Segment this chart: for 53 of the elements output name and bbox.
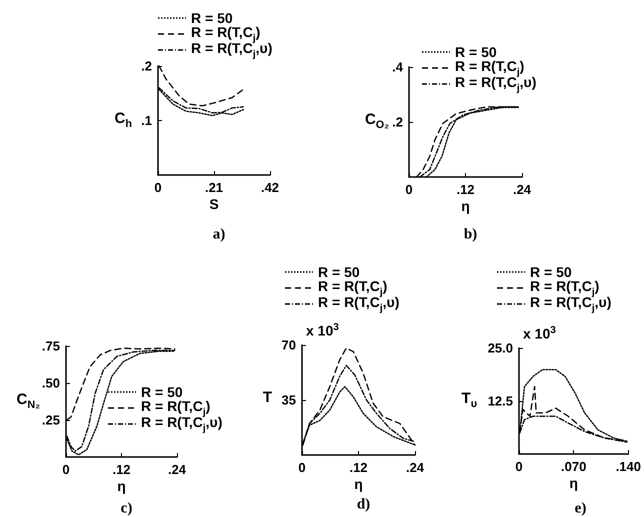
y-tick-label: 12.5 (488, 394, 513, 408)
y-tick-label: .2 (392, 114, 403, 130)
text: d) (356, 496, 370, 512)
x-tick-label: .42 (260, 180, 280, 195)
y-axis-title: C$_{h}$ (114, 110, 132, 130)
x-tick-label: .12 (112, 462, 131, 477)
x-axis-title: η (354, 476, 363, 492)
x-tick-label: .12 (456, 182, 475, 197)
x-tick-label: 0 (298, 460, 306, 475)
x-axis-title: S (209, 196, 219, 212)
y-tick-label: 35 (282, 392, 296, 408)
y-tick-label: .25 (42, 412, 60, 428)
y-tick-label: .1 (141, 113, 152, 128)
legend-label: R = 50 (141, 384, 183, 400)
y-tick-label: 25.0 (488, 340, 513, 356)
x-tick-label: 0 (154, 180, 162, 195)
y-tick-label: .50 (42, 376, 60, 390)
legend-label: R = R(T,C$_{j}$) (191, 24, 260, 44)
legend-label: R = 50 (455, 44, 497, 60)
text: x 10$^{3}$ (523, 325, 556, 342)
legend-label: R = 50 (530, 264, 572, 280)
text: c) (120, 500, 132, 516)
x-tick-label: .24 (168, 462, 187, 477)
y-axis-title: C$_{N₂}$ (16, 390, 40, 410)
text: a) (212, 226, 226, 242)
text: x 10$^{3}$ (306, 322, 339, 339)
x-tick-label: .140 (616, 459, 642, 474)
x-tick-label: .24 (406, 460, 425, 475)
text: e) (574, 500, 586, 516)
x-tick-label: .24 (512, 182, 532, 197)
y-axis-title: C$_{O₂}$ (364, 111, 389, 131)
y-tick-label: .4 (392, 60, 404, 74)
y-tick-label: .2 (141, 58, 152, 74)
legend-label: R = R(T,C$_{j}$) (455, 58, 524, 78)
x-axis-title: η (117, 478, 126, 494)
y-tick-label: .75 (42, 338, 60, 354)
x-tick-label: .12 (349, 460, 368, 475)
x-tick-label: .070 (561, 459, 586, 474)
legend-label: R = R(T,C$_{j}$) (530, 278, 600, 298)
text: b) (464, 226, 478, 242)
legend-label: R = 50 (318, 264, 360, 280)
x-axis-title: η (569, 475, 578, 491)
y-axis-title: T$_{υ}$ (462, 390, 477, 410)
x-tick-label: 0 (515, 459, 523, 474)
y-tick-label: 70 (282, 338, 296, 352)
x-tick-label: .21 (204, 180, 224, 195)
y-axis-title: T (262, 389, 272, 406)
x-tick-label: 0 (62, 462, 70, 477)
x-tick-label: 0 (405, 182, 413, 197)
x-axis-title: η (461, 198, 470, 214)
legend-label: R = R(T,C$_{j}$) (141, 398, 210, 418)
legend-label: R = 50 (191, 10, 233, 26)
legend-label: R = R(T,C$_{j}$) (318, 278, 388, 298)
